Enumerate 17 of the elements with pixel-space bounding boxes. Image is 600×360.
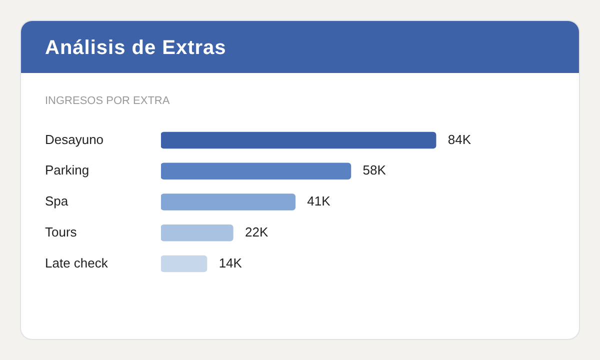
data-label: 84K: [448, 132, 472, 147]
bar: [161, 132, 436, 149]
data-label: 14K: [218, 255, 242, 270]
chart-title: Análisis de Extras: [21, 21, 579, 73]
data-label: 41K: [307, 194, 331, 209]
bar: [161, 224, 234, 242]
y-tick-label: Late check: [45, 255, 108, 270]
bar: [161, 162, 352, 180]
bar: [161, 255, 208, 272]
y-tick-label: Desayuno: [45, 132, 104, 147]
bar: [161, 194, 296, 210]
chart-subtitle: INGRESOS POR EXTRA: [45, 95, 170, 107]
data-label: 22K: [244, 224, 268, 240]
y-tick-label: Tours: [45, 224, 78, 240]
y-tick-label: Parking: [45, 162, 90, 178]
y-tick-label: Spa: [45, 194, 69, 209]
data-label: 58K: [362, 162, 386, 178]
